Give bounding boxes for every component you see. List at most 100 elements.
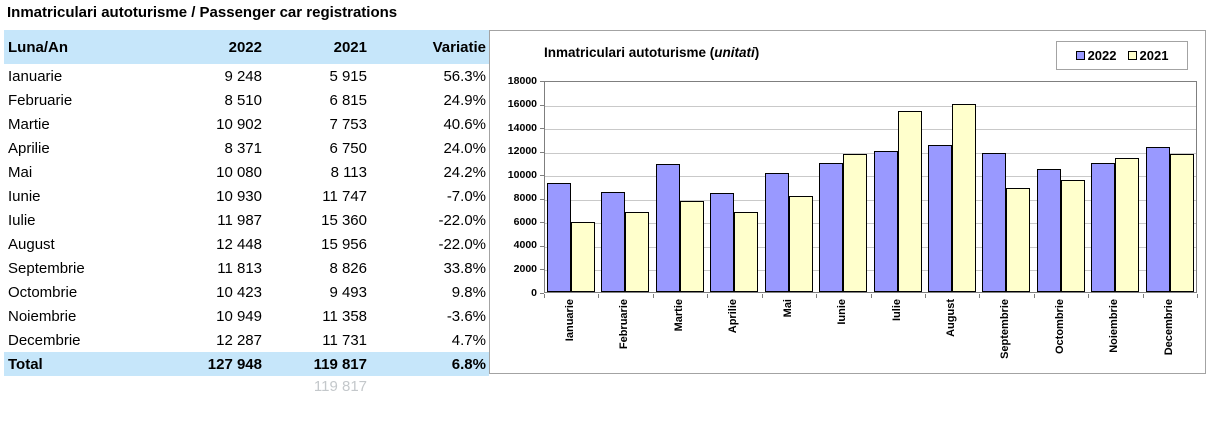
- x-axis-label: Martie: [673, 299, 685, 332]
- y-axis-tick: [540, 128, 544, 130]
- cell-2022: 10 930: [216, 187, 262, 205]
- column-header-2021: 2021: [265, 30, 370, 64]
- cell-2021: 9 493: [329, 283, 367, 301]
- x-axis-label: Decembrie: [1163, 299, 1175, 356]
- y-axis-tick: [540, 104, 544, 106]
- cell-variatie: 9.8%: [451, 283, 486, 301]
- table-header-row: Luna/An 2022 2021 Variatie: [4, 30, 489, 64]
- x-axis-label: Octombrie: [1054, 299, 1066, 355]
- bar-2021-Octombrie: [1061, 180, 1085, 292]
- legend-item-2021: 2021: [1127, 48, 1169, 63]
- x-axis-label: Iunie: [836, 299, 848, 325]
- cell-month: Decembrie: [8, 331, 81, 349]
- cell-2021: 8 113: [330, 163, 367, 181]
- bar-2021-Martie: [680, 201, 704, 292]
- registrations-table: Luna/An 2022 2021 Variatie Ianuarie 9 248…: [4, 30, 489, 376]
- bar-2022-Octombrie: [1037, 169, 1061, 292]
- cell-variatie: -3.6%: [446, 307, 486, 325]
- cell-2021: 11 747: [322, 187, 367, 205]
- cell-month: Ianuarie: [8, 67, 63, 85]
- y-axis-tick: [540, 269, 544, 271]
- table-row: Decembrie 12 287 11 731 4.7%: [4, 328, 489, 352]
- cell-2021: 6 750: [329, 139, 367, 157]
- total-label: Total: [4, 352, 165, 376]
- cell-month: Mai: [8, 163, 33, 181]
- legend-label: 2021: [1139, 48, 1169, 63]
- cell-variatie: -7.0%: [446, 187, 486, 205]
- x-axis-tick: [544, 294, 545, 298]
- table-row: Martie 10 902 7 753 40.6%: [4, 112, 489, 136]
- bar-2021-Decembrie: [1170, 154, 1194, 292]
- x-axis-tick: [1143, 294, 1144, 298]
- cell-variatie: 24.9%: [443, 91, 486, 109]
- gridline-16000: [545, 105, 1196, 107]
- bar-2022-Martie: [656, 164, 680, 292]
- cell-2021: 15 956: [321, 235, 367, 253]
- x-axis-tick: [762, 294, 763, 298]
- table-total-row: Total 127 948 119 817 6.8%: [4, 352, 489, 376]
- cell-2022: 8 371: [224, 139, 262, 157]
- y-axis-tick: [540, 293, 544, 294]
- table-row: Noiembrie 10 949 11 358 -3.6%: [4, 304, 489, 328]
- cell-variatie: 24.0%: [443, 139, 486, 157]
- legend-swatch-icon: [1127, 51, 1137, 60]
- cell-variatie: 33.8%: [443, 259, 486, 277]
- cell-2022: 11 813: [217, 259, 262, 277]
- bar-2021-Septembrie: [1006, 188, 1030, 292]
- bar-2022-Iunie: [819, 163, 843, 292]
- cell-month: Martie: [8, 115, 50, 133]
- cell-2022: 9 248: [224, 67, 262, 85]
- cell-variatie: 4.7%: [451, 331, 486, 349]
- cell-month: Aprilie: [8, 139, 50, 157]
- cell-variatie: -22.0%: [438, 211, 486, 229]
- cell-2022: 11 987: [217, 211, 262, 229]
- gridline-4000: [545, 246, 1196, 248]
- cell-2021: 7 753: [329, 115, 367, 133]
- bar-2021-Mai: [789, 196, 813, 292]
- bar-2022-Septembrie: [982, 153, 1006, 292]
- column-header-month: Luna/An: [4, 30, 165, 64]
- column-header-2022: 2022: [165, 30, 265, 64]
- bar-2021-Februarie: [625, 212, 649, 292]
- cell-2021: 15 360: [321, 211, 367, 229]
- y-axis-label: 2000: [513, 262, 537, 275]
- x-axis-tick: [653, 294, 654, 298]
- cell-month: Februarie: [8, 91, 73, 109]
- cell-month: August: [8, 235, 55, 253]
- y-axis-label: 4000: [513, 239, 537, 252]
- legend-item-2022: 2022: [1075, 48, 1117, 63]
- cell-variatie: 24.2%: [443, 163, 486, 181]
- table-row: Septembrie 11 813 8 826 33.8%: [4, 256, 489, 280]
- table-row: August 12 448 15 956 -22.0%: [4, 232, 489, 256]
- legend-swatch-icon: [1075, 51, 1085, 60]
- y-axis-label: 6000: [513, 215, 537, 228]
- cell-2021: 8 826: [329, 259, 367, 277]
- y-axis-tick: [540, 81, 544, 82]
- page-title: Inmatriculari autoturisme / Passenger ca…: [7, 4, 398, 21]
- total-2021: 119 817: [265, 352, 370, 376]
- y-axis-tick: [540, 245, 544, 247]
- cell-2022: 10 902: [216, 115, 262, 133]
- x-axis-tick: [1088, 294, 1089, 298]
- column-header-variatie: Variatie: [370, 30, 489, 64]
- cell-2022: 10 423: [216, 283, 262, 301]
- bar-2022-Iulie: [874, 151, 898, 292]
- x-axis-label: Aprilie: [727, 299, 739, 334]
- x-axis-tick: [979, 294, 980, 298]
- table-row: Ianuarie 9 248 5 915 56.3%: [4, 64, 489, 88]
- bar-2021-Aprilie: [734, 212, 758, 292]
- legend-label: 2022: [1087, 48, 1117, 63]
- x-axis-label: Ianuarie: [564, 299, 576, 342]
- cell-variatie: -22.0%: [438, 235, 486, 253]
- table-row: Februarie 8 510 6 815 24.9%: [4, 88, 489, 112]
- gridline-8000: [545, 199, 1196, 201]
- cell-variatie: 56.3%: [443, 67, 486, 85]
- x-axis-label: August: [945, 299, 957, 337]
- bar-2021-Ianuarie: [571, 222, 595, 292]
- chart-title: Inmatriculari autoturisme (unitati): [544, 45, 760, 60]
- x-axis-label: Mai: [782, 299, 794, 318]
- x-axis-tick: [925, 294, 926, 298]
- cell-2022: 10 080: [216, 163, 262, 181]
- bar-2022-Ianuarie: [547, 183, 571, 292]
